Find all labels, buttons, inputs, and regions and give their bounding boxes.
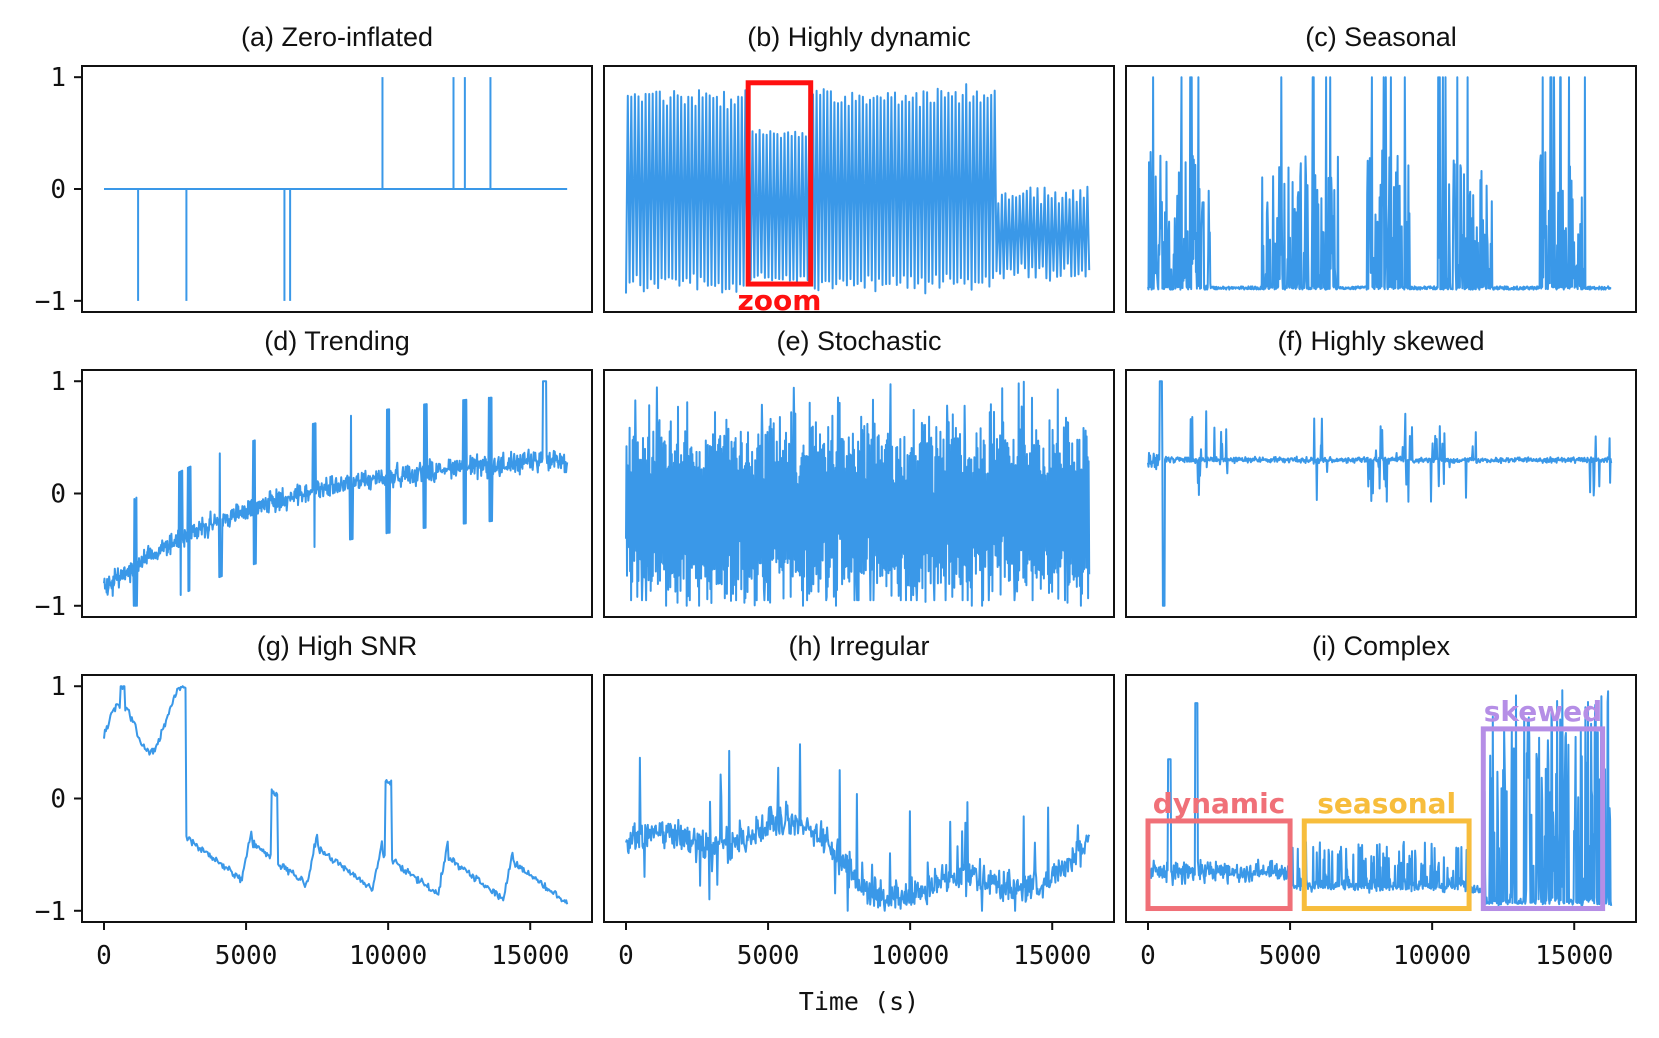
xtick-label: 10000 (349, 941, 427, 971)
ytick-label: 0 (50, 480, 66, 510)
panel-title-e: (e) Stochastic (776, 326, 941, 356)
ytick-label: −1 (35, 287, 66, 317)
xtick-label: 5000 (1259, 941, 1322, 971)
panel-title-b: (b) Highly dynamic (747, 22, 971, 52)
annotation-box-zoom (745, 80, 814, 287)
panel-title-a: (a) Zero-inflated (241, 22, 433, 52)
panel-title-f: (f) Highly skewed (1277, 326, 1484, 356)
axes-frame-d (81, 369, 593, 618)
panel-g: (g) High SNR 1 0 −1 0 5000 10000 15000 (35, 631, 593, 971)
panel-h: (h) Irregular 0 5000 10000 15000 (603, 631, 1115, 971)
series-line-a (104, 77, 568, 301)
panel-d: (d) Trending 1 0 −1 (35, 326, 593, 622)
series-line-g (103, 685, 569, 905)
xtick-label: 10000 (871, 941, 949, 971)
ytick-label: 1 (50, 63, 66, 93)
ytick-label: −1 (35, 592, 66, 622)
series-line-b (625, 83, 1091, 295)
series-line-i (1147, 689, 1613, 908)
panel-e: (e) Stochastic (603, 326, 1115, 618)
ytick-label: 1 (50, 672, 66, 702)
panel-c: (c) Seasonal (1125, 22, 1637, 313)
xtick-label: 5000 (737, 941, 800, 971)
xtick-label: 5000 (215, 941, 278, 971)
annotation-label-seasonal: seasonal (1317, 787, 1456, 820)
axes-frame-b (603, 65, 1115, 313)
axes-frame-f (1125, 369, 1637, 618)
ytick-label: −1 (35, 897, 66, 927)
ytick-label: 1 (50, 367, 66, 397)
xtick-label: 0 (96, 941, 112, 971)
panel-title-i: (i) Complex (1312, 631, 1451, 661)
ytick-label: 0 (50, 175, 66, 205)
x-axis-label: Time (s) (799, 987, 919, 1016)
axes-frame-e (603, 369, 1115, 618)
series-line-c (1147, 76, 1612, 291)
panel-title-h: (h) Irregular (788, 631, 929, 661)
annotation-box-dynamic (1145, 818, 1293, 912)
panel-a: (a) Zero-inflated 1 0 −1 (35, 22, 593, 317)
axes-frame-g (81, 674, 593, 923)
xtick-label: 15000 (1535, 941, 1613, 971)
xtick-label: 0 (618, 941, 634, 971)
series-line-f (1147, 380, 1613, 607)
annotation-label-skewed: skewed (1484, 695, 1602, 728)
panel-title-g: (g) High SNR (257, 631, 418, 661)
annotation-label-dynamic: dynamic (1153, 787, 1286, 820)
panel-i: (i) Complex dynamic seasonal skewed 0 5000 100… (1125, 631, 1637, 971)
xtick-label: 0 (1140, 941, 1156, 971)
xtick-label: 15000 (491, 941, 569, 971)
series-line-h (625, 743, 1091, 912)
annotation-box-seasonal (1301, 818, 1472, 912)
panel-f: (f) Highly skewed (1125, 326, 1637, 618)
series-line-e (625, 380, 1091, 607)
panel-title-d: (d) Trending (264, 326, 410, 356)
axes-frame-c (1125, 65, 1637, 313)
xtick-label: 15000 (1013, 941, 1091, 971)
axes-frame-h (603, 674, 1115, 923)
panel-title-c: (c) Seasonal (1305, 22, 1457, 52)
annotation-box-skewed (1480, 726, 1606, 912)
xtick-label: 10000 (1393, 941, 1471, 971)
axes-frame-i (1125, 674, 1637, 923)
series-line-d (103, 380, 569, 607)
ytick-label: 0 (50, 785, 66, 815)
